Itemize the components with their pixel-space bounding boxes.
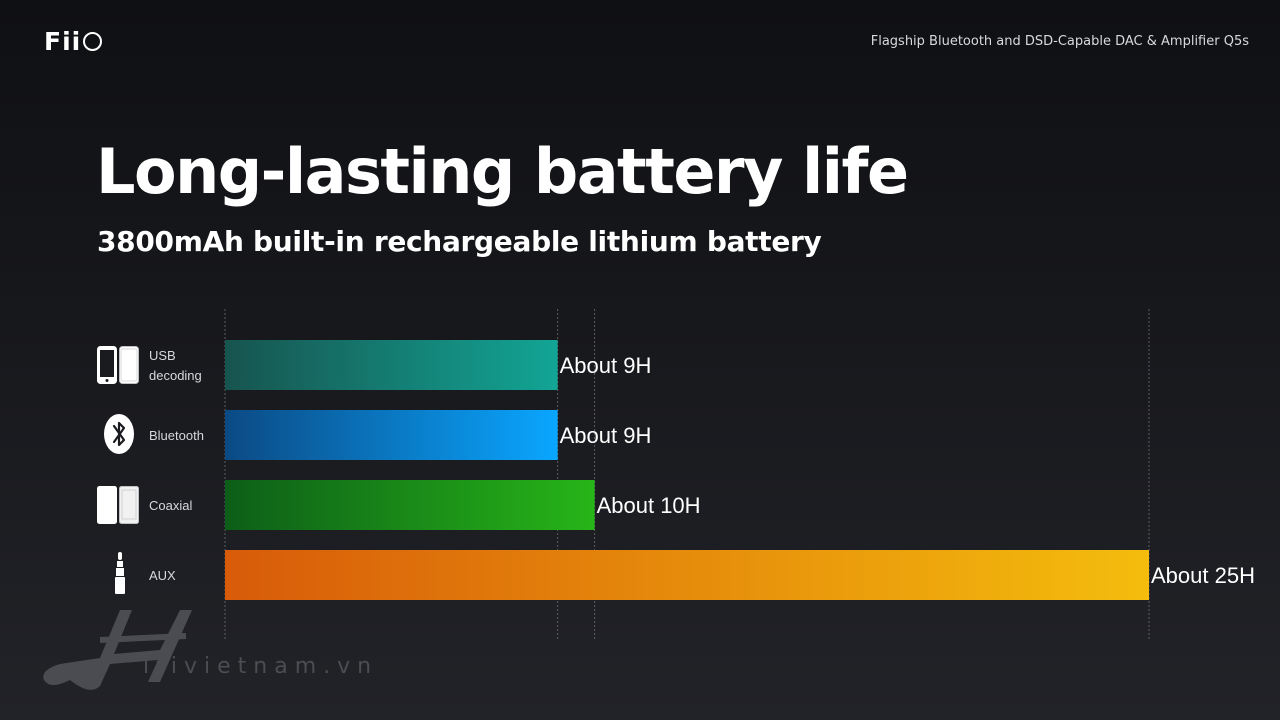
bluetooth-icon xyxy=(104,414,134,454)
watermark-logo xyxy=(43,610,193,690)
audio-jack-icon xyxy=(115,552,125,594)
bar-bluetooth xyxy=(225,410,558,460)
coaxial-device-icon xyxy=(97,486,139,524)
logo-ring-icon xyxy=(83,31,103,51)
category-label: Coaxial xyxy=(149,498,192,513)
category-label: USB decoding xyxy=(149,348,202,383)
watermark-text: ifivietnam.vn xyxy=(143,654,379,679)
category-label: Bluetooth xyxy=(149,428,204,443)
page-subtitle: 3800mAh built-in rechargeable lithium ba… xyxy=(97,225,822,258)
page-title: Long-lasting battery life xyxy=(96,135,909,208)
value-label: About 25H xyxy=(1151,563,1255,588)
bar-aux xyxy=(225,550,1149,600)
value-label: About 9H xyxy=(560,423,652,448)
bar-coaxial xyxy=(225,480,595,530)
value-label: About 9H xyxy=(560,353,652,378)
fiio-logo: Fii xyxy=(44,26,103,56)
logo-text: Fii xyxy=(44,26,82,56)
chart-category-labels: USB decoding Bluetooth Coaxial AUX xyxy=(149,348,204,583)
chart-bars xyxy=(225,340,1149,600)
bar-usb-decoding xyxy=(225,340,558,390)
category-label: AUX xyxy=(149,568,176,583)
phone-icon xyxy=(97,346,139,384)
value-label: About 10H xyxy=(597,493,701,518)
product-name: Flagship Bluetooth and DSD-Capable DAC &… xyxy=(870,34,1249,49)
chart-gridlines xyxy=(224,309,1150,640)
chart-value-labels: About 9H About 9H About 10H About 25H xyxy=(560,353,1255,588)
